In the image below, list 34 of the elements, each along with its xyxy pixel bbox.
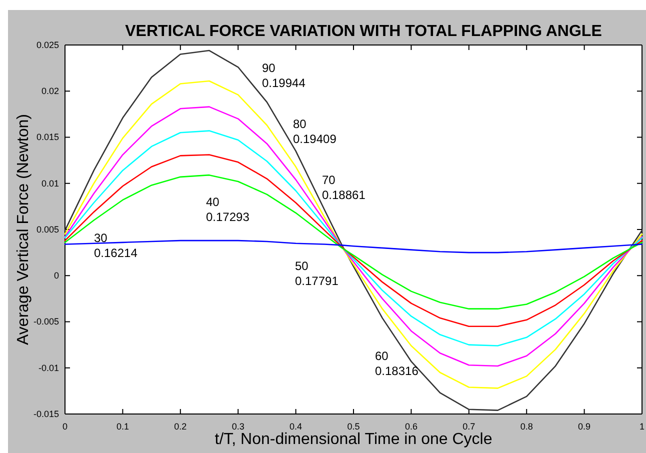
x-tick-label: 0.4 (290, 421, 302, 432)
x-tick-label: 0.9 (578, 421, 591, 432)
x-tick-label: 0.7 (462, 421, 476, 432)
y-tick-label: 0.015 (36, 132, 59, 142)
x-tick-label: 0.5 (347, 421, 360, 432)
line-series (64, 106, 643, 367)
chart-title: VERTICAL FORCE VARIATION WITH TOTAL FLAPPING ANGLE (125, 23, 602, 40)
y-tick-label: -0.015 (33, 408, 59, 419)
x-tick-label: 0.8 (520, 421, 533, 432)
annotation: 50 0.17791 (295, 259, 339, 288)
x-tick-label: 0.6 (404, 421, 418, 432)
line-series (64, 130, 643, 346)
x-tick-label: 0.3 (232, 421, 244, 432)
x-axis-title: t/T, Non-dimensional Time in one Cycle (214, 431, 492, 448)
y-tick-label: 0.025 (36, 40, 59, 50)
annotation: 40 0.17293 (206, 195, 250, 224)
x-tick-label: 0 (62, 421, 68, 432)
annotation: 60 0.18316 (375, 349, 419, 378)
x-tick-label: 0.1 (116, 421, 129, 432)
y-tick-label: 0 (54, 270, 59, 281)
y-tick-label: 0.02 (41, 86, 59, 96)
y-axis-title: Average Vertical Force (Newton) (15, 114, 32, 345)
x-tick-label: 0.2 (174, 421, 187, 432)
y-tick-label: -0.005 (33, 316, 59, 327)
annotation: 30 0.16214 (94, 231, 138, 260)
x-tick-label: 1 (639, 421, 645, 432)
annotation: 90 0.19944 (262, 61, 306, 90)
line-series (64, 154, 643, 328)
annotation: 70 0.18861 (322, 173, 366, 202)
y-tick-label: 0.005 (36, 224, 59, 234)
annotation: 80 0.19409 (293, 117, 337, 146)
line-series (64, 174, 643, 310)
y-tick-label: -0.01 (38, 362, 59, 373)
y-tick-label: 0.01 (41, 178, 59, 188)
